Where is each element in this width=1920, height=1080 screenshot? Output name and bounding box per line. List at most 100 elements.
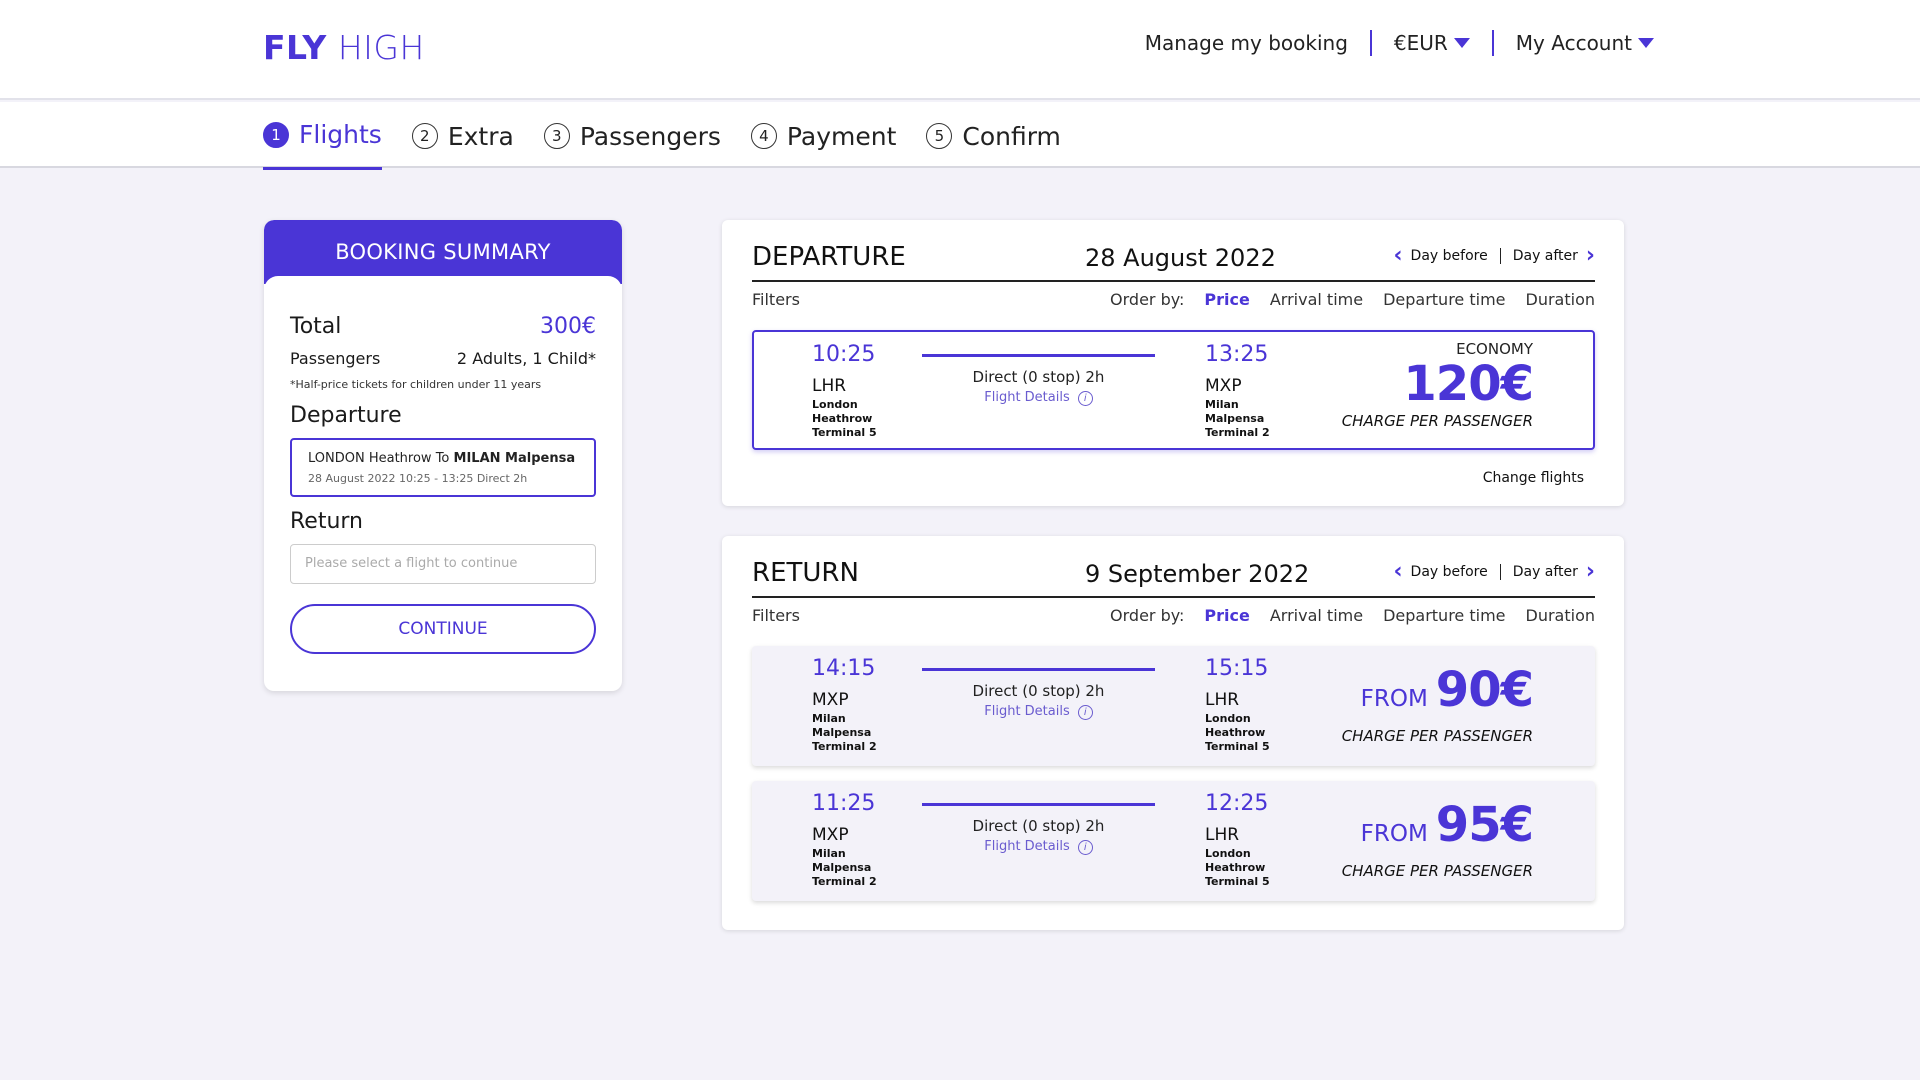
info-icon: i: [1077, 391, 1093, 406]
passengers-label: Passengers: [290, 349, 381, 368]
loc-city: London: [812, 398, 858, 411]
flight-details-link[interactable]: Flight Details i: [922, 839, 1155, 855]
day-before-link[interactable]: Day before: [1410, 564, 1488, 580]
total-value: 300€: [540, 314, 596, 339]
top-header: FLY HIGH Manage my booking €EUR My Accou…: [0, 0, 1920, 100]
step-extra[interactable]: 2 Extra: [411, 120, 514, 170]
step-label: Payment: [786, 121, 897, 151]
day-navigation: ‹ Day before Day after ›: [1393, 559, 1595, 584]
step-passengers[interactable]: 3 Passengers: [543, 120, 721, 170]
departure-date: 28 August 2022: [1085, 244, 1276, 272]
fare-price: 95€: [1435, 797, 1534, 853]
flight-details-label: Flight Details: [984, 390, 1070, 405]
flight-details-link[interactable]: Flight Details i: [922, 390, 1155, 406]
step-confirm[interactable]: 5 Confirm: [926, 120, 1061, 170]
logo[interactable]: FLY HIGH: [263, 28, 425, 67]
arr-airport-location: Milan Malpensa Terminal 2: [1205, 398, 1305, 440]
sort-arrival-time[interactable]: Arrival time: [1269, 606, 1364, 625]
loc-airport: Heathrow: [1205, 861, 1266, 874]
summary-title: BOOKING SUMMARY: [264, 220, 622, 284]
loc-city: Milan: [1205, 398, 1239, 411]
flight-card-selected[interactable]: 10:25 LHR London Heathrow Terminal 5 Dir…: [752, 330, 1595, 450]
route-line: [922, 354, 1155, 357]
chevron-right-icon[interactable]: ›: [1585, 243, 1595, 268]
flight-card[interactable]: 14:15 MXP Milan Malpensa Terminal 2 Dire…: [752, 646, 1595, 766]
change-flights-link[interactable]: Change flights: [1482, 470, 1584, 486]
arr-time: 15:15: [1205, 656, 1269, 681]
currency-dropdown[interactable]: €EUR: [1394, 31, 1470, 55]
dep-airport-code: MXP: [812, 690, 849, 710]
dep-time: 10:25: [812, 342, 876, 367]
stops-duration: Direct (0 stop) 2h: [972, 368, 1105, 386]
chevron-left-icon[interactable]: ‹: [1393, 243, 1403, 268]
loc-city: London: [1205, 712, 1251, 725]
sort-departure-time[interactable]: Departure time: [1383, 290, 1506, 309]
day-before-link[interactable]: Day before: [1410, 248, 1488, 264]
sort-departure-time[interactable]: Departure time: [1383, 606, 1506, 625]
summary-departure-title: Departure: [290, 403, 402, 428]
dep-airport-location: Milan Malpensa Terminal 2: [812, 712, 912, 754]
step-payment[interactable]: 4 Payment: [750, 120, 897, 170]
loc-terminal: Terminal 2: [812, 740, 877, 753]
order-by-label: Order by:: [1110, 290, 1185, 309]
dep-airport-code: MXP: [812, 825, 849, 845]
currency-label: €EUR: [1393, 31, 1448, 55]
nav-divider: [1491, 30, 1494, 56]
sort-duration[interactable]: Duration: [1525, 606, 1596, 625]
child-price-note: *Half-price tickets for children under 1…: [290, 378, 542, 391]
loc-airport: Heathrow: [812, 412, 873, 425]
stops-duration: Direct (0 stop) 2h: [972, 817, 1105, 835]
route-line: [922, 803, 1155, 806]
order-by-label: Order by:: [1110, 606, 1185, 625]
from-label: FROM: [1360, 821, 1428, 847]
fare-class: ECONOMY: [1456, 340, 1533, 358]
booking-summary: BOOKING SUMMARY Total 300€ Passengers 2 …: [264, 220, 622, 691]
top-nav: Manage my booking €EUR My Account: [1145, 30, 1654, 56]
sort-duration[interactable]: Duration: [1525, 290, 1596, 309]
from-label: FROM: [1360, 686, 1428, 712]
loc-terminal: Terminal 5: [1205, 875, 1270, 888]
arr-airport-location: London Heathrow Terminal 5: [1205, 847, 1305, 889]
info-icon: i: [1077, 705, 1093, 720]
filters-link[interactable]: Filters: [752, 290, 800, 309]
return-selection-field[interactable]: Please select a flight to continue: [290, 544, 596, 584]
day-navigation: ‹ Day before Day after ›: [1393, 243, 1595, 268]
step-label: Extra: [447, 121, 514, 151]
dep-time: 11:25: [812, 791, 876, 816]
arr-airport-code: LHR: [1205, 690, 1240, 710]
account-dropdown[interactable]: My Account: [1516, 31, 1654, 55]
step-flights[interactable]: 1 Flights: [263, 120, 382, 170]
loc-terminal: Terminal 2: [1205, 426, 1270, 439]
sort-price[interactable]: Price: [1204, 606, 1250, 625]
step-label: Flights: [299, 120, 382, 149]
selected-departure-box[interactable]: LONDON Heathrow To MILAN Malpensa 28 Aug…: [290, 438, 596, 497]
flight-card[interactable]: 11:25 MXP Milan Malpensa Terminal 2 Dire…: [752, 781, 1595, 901]
dep-from: LONDON Heathrow To: [308, 451, 454, 466]
arr-airport-code: MXP: [1205, 376, 1242, 396]
summary-return-title: Return: [290, 509, 364, 534]
arr-airport-location: London Heathrow Terminal 5: [1205, 712, 1305, 754]
sort-price[interactable]: Price: [1204, 290, 1250, 309]
departure-panel: DEPARTURE 28 August 2022 ‹ Day before Da…: [722, 220, 1624, 506]
day-after-link[interactable]: Day after: [1512, 248, 1578, 264]
departure-title: DEPARTURE: [752, 242, 906, 272]
loc-terminal: Terminal 5: [812, 426, 877, 439]
flight-details-label: Flight Details: [984, 839, 1070, 854]
route-line: [922, 668, 1155, 671]
dep-airport-code: LHR: [812, 376, 847, 396]
loc-airport: Malpensa: [812, 861, 872, 874]
day-nav-divider: [1499, 248, 1501, 264]
arr-time: 12:25: [1205, 791, 1269, 816]
dep-time: 14:15: [812, 656, 876, 681]
passengers-value: 2 Adults, 1 Child*: [456, 349, 596, 368]
day-after-link[interactable]: Day after: [1512, 564, 1578, 580]
filters-link[interactable]: Filters: [752, 606, 800, 625]
manage-booking-link[interactable]: Manage my booking: [1144, 31, 1348, 55]
loc-airport: Malpensa: [1205, 412, 1265, 425]
flight-details-link[interactable]: Flight Details i: [922, 704, 1155, 720]
continue-button[interactable]: CONTINUE: [290, 604, 596, 654]
loc-airport: Malpensa: [812, 726, 872, 739]
chevron-right-icon[interactable]: ›: [1585, 559, 1595, 584]
sort-arrival-time[interactable]: Arrival time: [1269, 290, 1364, 309]
chevron-left-icon[interactable]: ‹: [1393, 559, 1403, 584]
